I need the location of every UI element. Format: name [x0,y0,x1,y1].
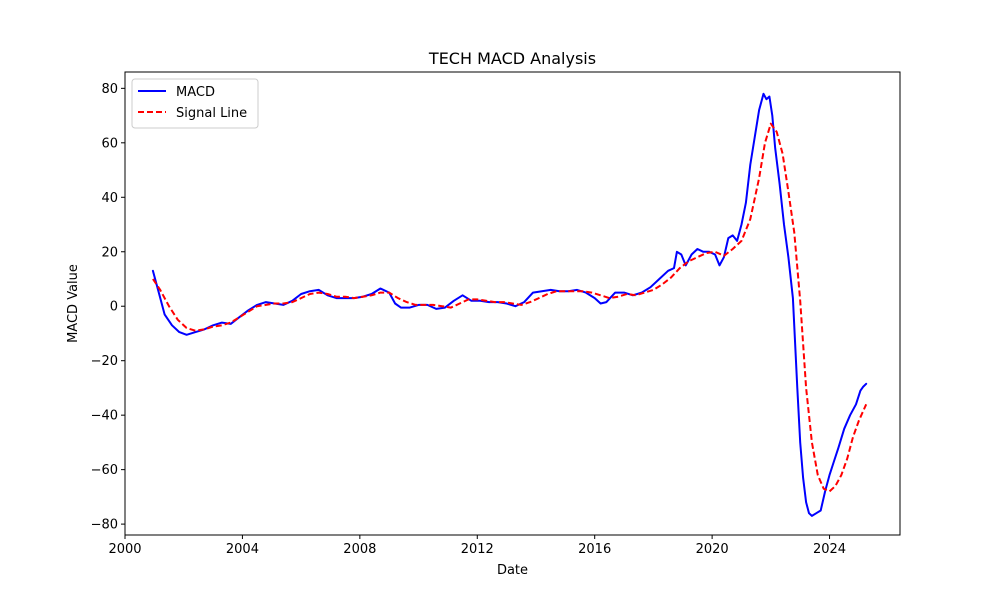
y-tick-label: 40 [101,191,118,206]
x-tick-label: 2024 [813,542,846,557]
y-tick-label: −80 [91,518,118,533]
chart-title: TECH MACD Analysis [428,49,596,68]
legend-macd-label: MACD [176,85,215,100]
x-tick-label: 2004 [226,542,259,557]
y-tick-label: −20 [91,354,118,369]
x-tick-label: 2012 [461,542,494,557]
y-axis: −80 −60 −40 −20 0 20 40 60 80 [91,82,125,533]
x-axis: 2000 2004 2008 2012 2016 2020 2024 [108,535,846,557]
y-axis-label: MACD Value [66,264,81,343]
signal-series-line [152,122,868,493]
y-tick-label: −40 [91,409,118,424]
x-tick-label: 2016 [578,542,611,557]
x-tick-label: 2008 [343,542,376,557]
y-tick-label: 20 [101,245,118,260]
y-tick-label: 0 [110,300,118,315]
y-tick-label: 60 [101,136,118,151]
y-tick-label: −60 [91,463,118,478]
macd-series-line [151,92,868,517]
y-tick-label: 80 [101,82,118,97]
x-tick-label: 2000 [108,542,141,557]
legend-signal-label: Signal Line [176,106,247,121]
x-axis-label: Date [497,563,528,578]
series-layer [151,92,868,517]
plot-frame [124,71,901,536]
x-tick-label: 2020 [696,542,729,557]
axes-layer [124,71,901,536]
legend: MACD Signal Line [131,78,259,129]
